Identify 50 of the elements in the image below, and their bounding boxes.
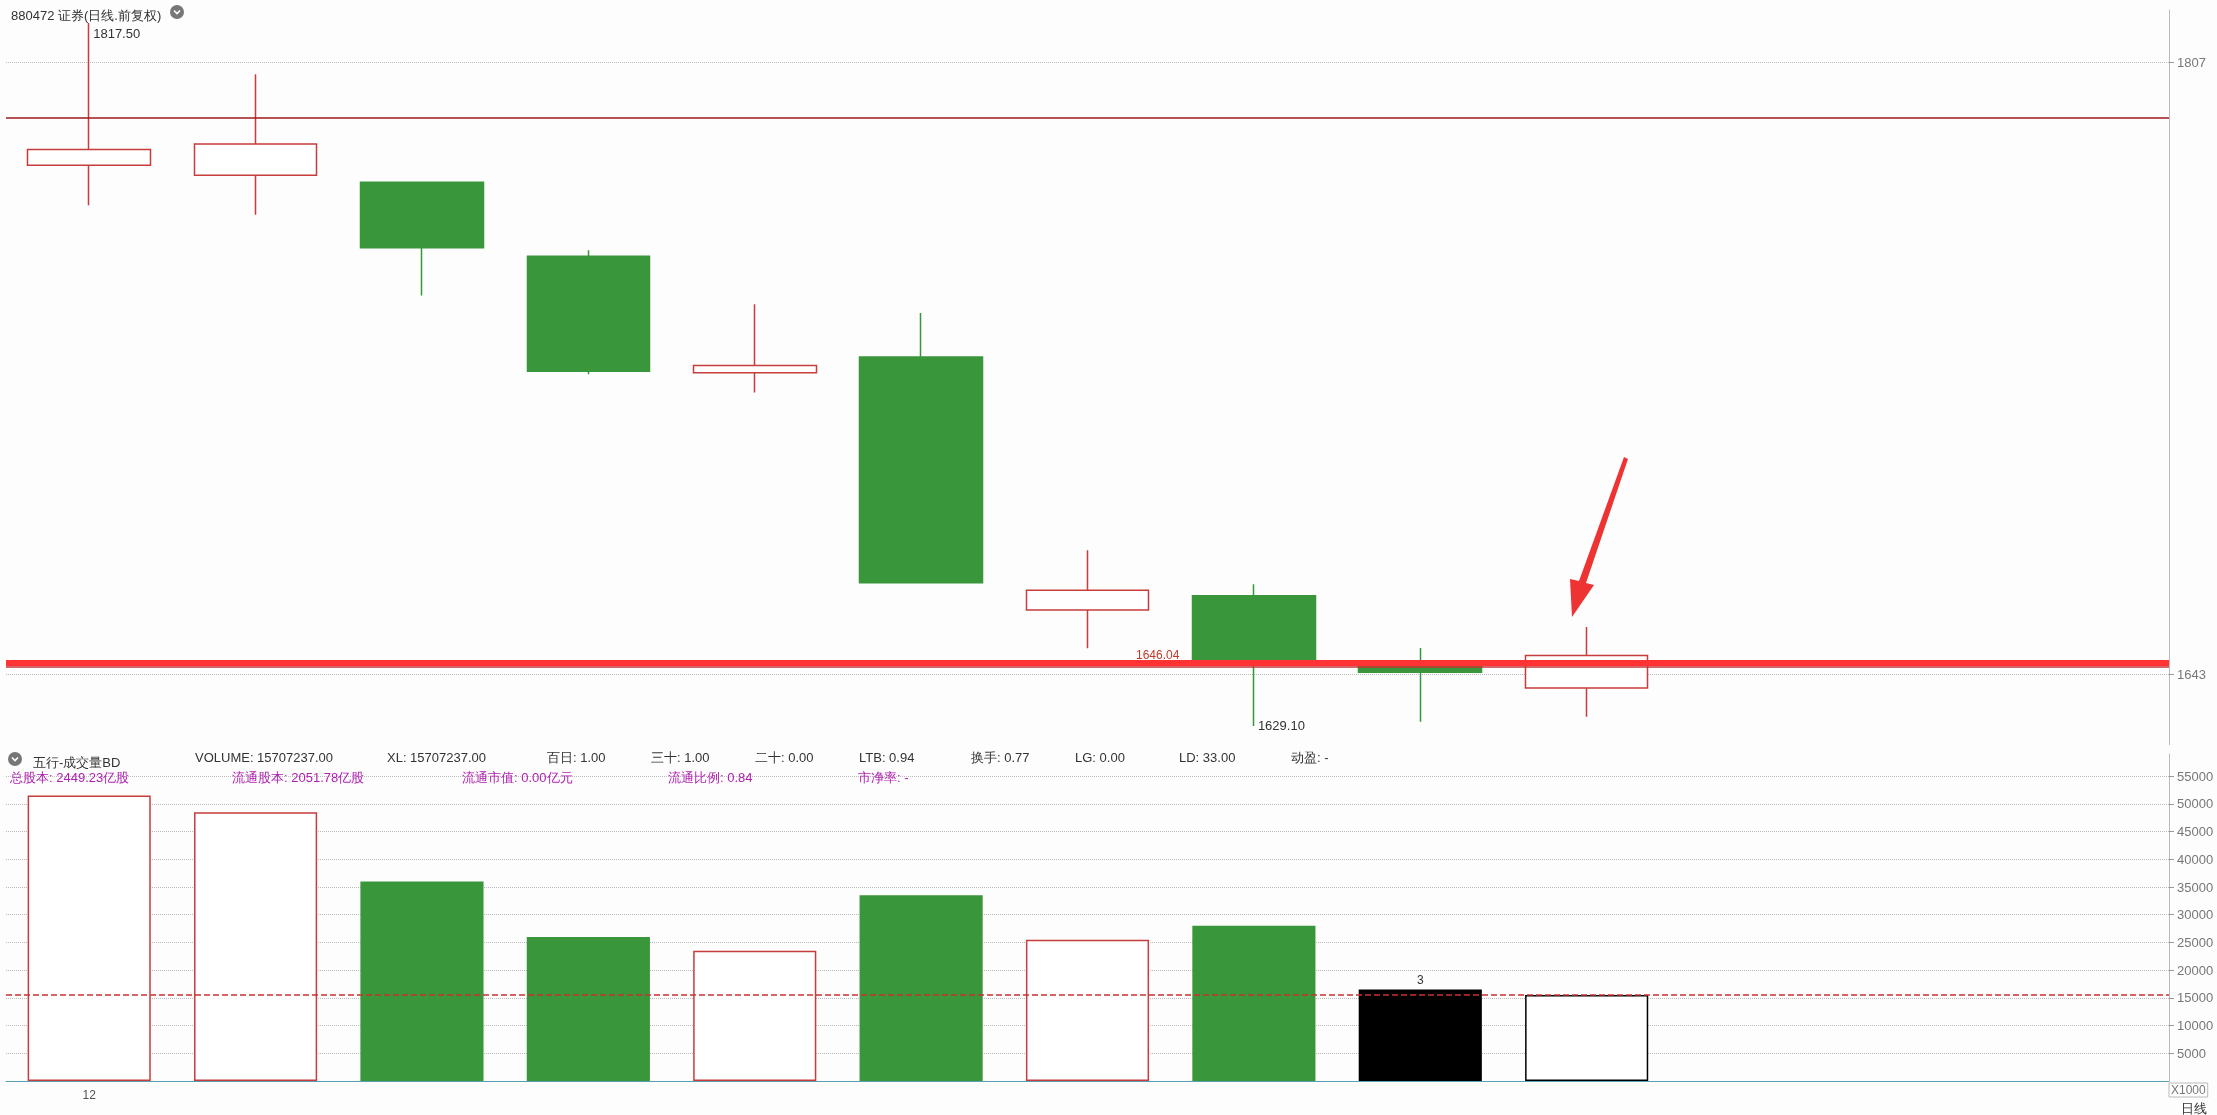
annotation: 动盈: - [1291,750,1329,765]
bar [1525,995,1649,1081]
y-tick-label: 20000 [2177,962,2214,978]
y-tick-label: 10000 [2177,1018,2214,1034]
annotation: LG: 0.00 [1075,750,1125,765]
annotation: 换手: 0.77 [971,750,1030,765]
y-tick-label: 50000 [2177,796,2214,812]
annotation: LTB: 0.94 [859,750,915,765]
x-axis-title: 日线 [2181,1101,2207,1115]
annotation: 总股本: 2449.23亿股 [9,770,130,785]
bar [1358,989,1482,1081]
y-axis-title: X1000 [2171,1083,2207,1097]
annotation: 三十: 1.00 [651,750,710,765]
y-tick-label: 40000 [2177,851,2214,867]
y-tick-label: 5000 [2177,1045,2206,1061]
y-tick-label: 15000 [2177,990,2214,1006]
annotation: 市净率: - [858,770,909,785]
x-tick-label: 12 [82,1088,97,1102]
y-tick-label: 55000 [2177,768,2214,784]
candlestick [26,22,152,206]
annotation: 3 [1416,972,1424,987]
candlestick [1025,549,1150,650]
candlestick [359,181,485,297]
annotation: 百日: 1.00 [547,750,606,765]
bar [526,936,650,1081]
annotation: VOLUME: 15707237.00 [195,750,334,765]
annotation: LD: 33.00 [1179,750,1236,765]
candlestick [526,249,651,375]
annotation: 流通比例: 0.84 [668,770,753,785]
bar [859,895,983,1081]
chart-title: 五行-成交量BD [33,755,121,770]
candlestick [858,312,984,584]
y-tick-label: 35000 [2177,879,2214,895]
y-tick-label: 45000 [2177,824,2214,840]
bar [1192,925,1316,1081]
y-tick-label: 25000 [2177,934,2214,950]
candlestick [193,73,318,216]
annotation: 1629.10 [1257,718,1305,734]
annotation: 1817.50 [93,25,141,41]
annotation: 流通市值: 0.00亿元 [462,770,573,785]
chart-title: 880472 证券(日线.前复权) [11,8,162,23]
annotation: 二十: 0.00 [755,750,814,765]
y-tick-label: 1807 [2177,54,2206,70]
y-tick-label: 1643 [2177,666,2206,682]
ref-line-label: 1646.04 [1136,647,1180,662]
candlestick [692,303,818,394]
annotation: XL: 15707237.00 [387,750,487,765]
y-tick-label: 30000 [2177,907,2214,923]
bar [360,881,484,1081]
annotation: 流通股本: 2051.78亿股 [232,770,365,785]
